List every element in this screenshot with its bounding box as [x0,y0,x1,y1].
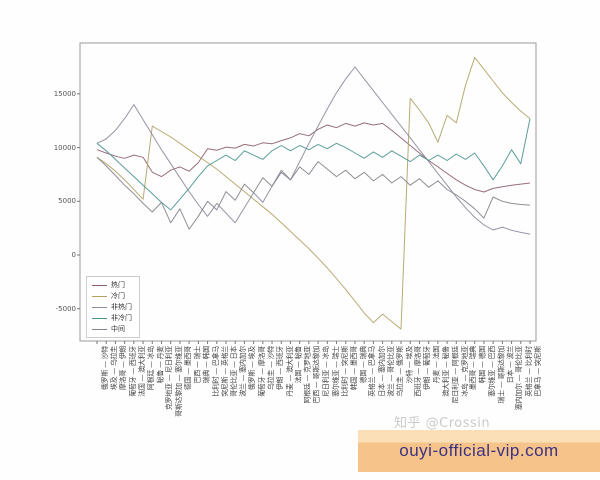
x-tick-label: 俄罗斯 — 埃及 [248,346,257,391]
x-tick-label: 波兰 — 哥伦比亚 [386,346,395,397]
x-tick-label: 法国 — 澳大利亚 [137,346,146,397]
x-tick-label: 葡萄牙 — 西班牙 [128,346,137,397]
series-line-0 [96,122,531,193]
y-tick-label: 5000 [58,197,76,206]
x-tick-label: 英格兰 — 比利时 [524,346,533,397]
x-tick-label: 俄罗斯 — 沙特 [101,346,109,391]
x-tick-label: 塞尔维亚 — 瑞士 [331,346,340,397]
x-tick-label: 比利时 — 突尼斯 [340,346,349,397]
legend-line-cold [92,295,107,297]
legend: 热门 冷门 非热门 非冷门 中间 [86,276,140,338]
x-tick-label: 克罗地亚 — 尼日利亚 [165,346,174,411]
x-tick-label: 德国 — 墨西哥 [183,346,192,391]
legend-item-hot: 热门 [92,281,132,289]
x-tick-label: 巴西 — 哥斯达黎加 [312,346,321,404]
series-line-4 [96,156,531,230]
x-tick-label: 塞内加尔 — 哥伦比亚 [515,346,524,411]
x-tick-label: 伊朗 — 葡萄牙 [423,346,432,391]
x-tick-label: 哥伦比亚 — 日本 [229,346,238,397]
x-tick-label: 乌拉圭 — 沙特 [266,346,275,391]
legend-item-noncold: 非冷门 [92,314,132,322]
promo-text: ouyi-official-vip.com [399,441,559,460]
x-tick-label: 阿根廷 — 冰岛 [147,346,156,391]
x-tick-label: 沙特 — 埃及 [405,346,414,384]
x-tick-label: 冰岛 — 克罗地亚 [460,346,469,397]
x-tick-label: 巴拿马 — 突尼斯 [534,346,542,397]
legend-label-cold: 冷门 [111,292,125,300]
legend-item-middle: 中间 [92,325,132,333]
x-tick-label: 比利时 — 巴拿马 [211,346,220,397]
x-tick-label: 英格兰 — 巴拿马 [368,346,377,397]
legend-item-nonhot: 非热门 [92,303,132,311]
y-tick-label: 0 [71,251,76,259]
series-line-3 [96,118,531,211]
x-tick-label: 瑞士 — 哥斯达黎加 [497,346,506,404]
legend-line-noncold [92,317,107,319]
promo-banner: ouyi-official-vip.com [358,430,600,472]
watermark: 知乎 @Crossin [394,416,491,431]
x-tick-label: 德国 — 瑞典 [358,346,367,384]
legend-line-hot [92,284,107,286]
x-tick-label: 尼日利亚 — 阿根廷 [451,346,460,404]
x-tick-label: 突尼斯 — 英格兰 [220,346,229,397]
x-tick-label: 塞尔维亚 — 巴西 [487,346,496,397]
legend-label-nonhot: 非热门 [111,303,132,311]
x-tick-label: 秘鲁 — 丹麦 [156,346,165,384]
x-tick-label: 乌拉圭 — 俄罗斯 [395,346,404,397]
x-tick-label: 日本 — 塞内加尔 [377,346,386,397]
x-tick-label: 哥斯达黎加 — 塞尔维亚 [174,346,183,417]
x-tick-label: 伊朗 — 西班牙 [276,346,285,391]
x-tick-label: 澳大利亚 — 秘鲁 [441,346,450,397]
y-tick-label: -5000 [55,304,76,313]
plot-border [79,42,537,342]
x-tick-label: 丹麦 — 法国 [432,346,441,384]
x-tick-label: 韩国 — 德国 [478,346,487,384]
legend-line-middle [92,328,107,330]
legend-item-cold: 冷门 [92,292,132,300]
series-line-2 [96,66,531,235]
y-tick-label: 15000 [53,89,76,98]
x-tick-label: 尼日利亚 — 冰岛 [322,346,331,397]
x-tick-label: 韩国 — 墨西哥 [349,346,358,391]
series-line-1 [96,56,531,330]
x-tick-label: 巴西 — 瑞士 [193,346,202,384]
x-tick-label: 波兰 — 塞内加尔 [239,346,248,397]
legend-label-hot: 热门 [111,281,125,289]
legend-line-nonhot [92,306,107,308]
x-tick-label: 瑞典 — 韩国 [202,346,211,384]
legend-label-noncold: 非冷门 [111,314,132,322]
x-tick-label: 西班牙 — 摩洛哥 [414,346,423,397]
x-tick-label: 日本 — 波兰 [506,346,515,384]
x-tick-label: 法国 — 秘鲁 [294,346,303,384]
x-tick-label: 阿根廷 — 克罗地亚 [303,346,312,404]
y-tick-label: 10000 [53,143,76,152]
x-tick-label: 葡萄牙 — 摩洛哥 [257,346,266,397]
x-tick-label: 丹麦 — 澳大利亚 [285,346,294,397]
legend-label-middle: 中间 [111,325,125,333]
x-tick-label: 摩洛哥 — 伊朗 [119,346,128,391]
x-tick-label: 埃及 — 乌拉圭 [110,346,119,391]
x-tick-label: 墨西哥 — 瑞典 [469,346,478,391]
